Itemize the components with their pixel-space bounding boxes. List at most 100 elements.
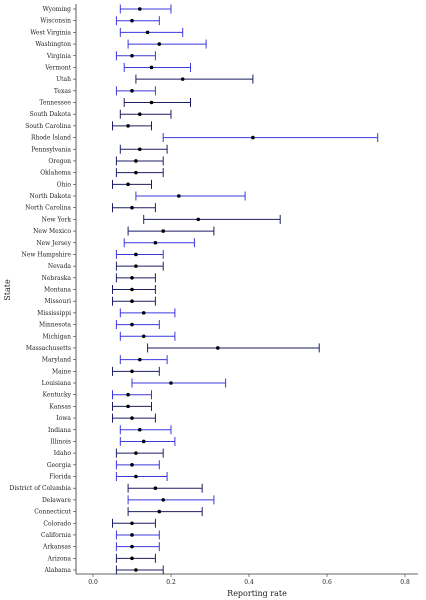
estimate-point <box>145 30 150 35</box>
interval-bar <box>115 553 156 563</box>
estimate-point <box>130 53 134 58</box>
y-tick-label: Massachusetts <box>26 345 71 352</box>
estimate-point <box>141 439 146 444</box>
estimate-point <box>130 521 134 526</box>
y-tick-label: New York <box>42 216 72 223</box>
interval-bar <box>119 355 168 365</box>
y-tick-label: Tennessee <box>39 100 71 107</box>
y-tick-label: Maine <box>52 368 72 375</box>
y-tick-label: Nevada <box>48 263 72 270</box>
y-tick-label: Pennsylvania <box>31 146 71 153</box>
estimate-point <box>138 7 142 11</box>
y-tick-label: Louisiana <box>42 380 72 387</box>
x-tick-label: 0.2 <box>166 579 176 586</box>
y-tick-label: North Dakota <box>29 193 71 200</box>
interval-bar <box>119 425 172 435</box>
y-tick-label: Alabama <box>43 567 71 574</box>
y-tick-label: Missouri <box>45 298 72 305</box>
estimate-point <box>130 369 134 374</box>
interval-bar <box>127 226 215 236</box>
estimate-point <box>130 287 134 292</box>
interval-bar <box>123 98 191 107</box>
estimate-point <box>126 404 130 409</box>
y-tick-label: California <box>41 532 71 539</box>
y-tick-label: South Carolina <box>25 123 71 130</box>
y-tick-label: Connecticut <box>34 509 71 516</box>
interval-bar <box>162 133 379 143</box>
estimate-point <box>134 451 138 455</box>
estimate-point <box>180 77 185 81</box>
y-tick-label: Indiana <box>48 427 71 434</box>
y-tick-label: Wyoming <box>43 6 72 13</box>
y-tick-label: New Jersey <box>36 240 71 247</box>
interval-bar <box>112 121 152 131</box>
estimate-point <box>130 276 134 280</box>
y-tick-label: Arizona <box>47 555 72 562</box>
interval-bar <box>112 401 152 411</box>
y-tick-label: District of Columbia <box>10 485 72 492</box>
interval-bar <box>115 448 164 458</box>
x-axis-title: Reporting rate <box>227 589 287 598</box>
estimate-point <box>161 498 165 502</box>
interval-bar <box>127 495 215 505</box>
interval-bar <box>115 51 156 61</box>
x-tick-label: 0.8 <box>400 579 410 586</box>
estimate-point <box>130 463 134 467</box>
y-tick-label: Texas <box>54 88 71 95</box>
interval-bar <box>119 27 184 37</box>
interval-bar <box>143 214 281 224</box>
interval-bar <box>127 39 207 49</box>
estimate-point <box>126 392 130 397</box>
estimate-point <box>134 170 138 175</box>
interval-bar <box>127 507 203 517</box>
x-axis: 0.0 0.2 0.4 0.6 0.8 <box>76 573 418 586</box>
y-tick-label: South Dakota <box>30 111 72 118</box>
x-tick-label: 0.6 <box>322 579 332 586</box>
y-tick-label: Florida <box>49 474 71 481</box>
y-axis-title: State <box>3 279 12 301</box>
y-tick-label: Montana <box>44 287 71 294</box>
interval-bar <box>112 285 156 294</box>
interval-bar <box>115 86 156 96</box>
y-tick-label: Arkansas <box>42 544 71 551</box>
interval-bar <box>115 472 168 481</box>
estimate-point <box>177 194 181 198</box>
interval-bar <box>119 436 176 446</box>
interval-bar <box>112 203 156 213</box>
y-tick-label: Utah <box>56 76 71 83</box>
y-tick-label: Wisconsin <box>40 18 71 25</box>
estimate-point <box>138 357 142 362</box>
estimate-points <box>126 7 255 572</box>
y-tick-label: Illinois <box>50 438 71 445</box>
y-tick-label: Minnesota <box>39 322 71 329</box>
estimate-point <box>251 135 255 140</box>
interval-bar <box>123 238 195 248</box>
interval-bar <box>112 296 156 306</box>
y-tick-label: Georgia <box>47 462 72 469</box>
interval-bar <box>115 460 160 470</box>
estimate-point <box>138 427 142 432</box>
y-tick-label: Maryland <box>42 357 71 364</box>
interval-bar <box>112 390 152 400</box>
estimate-point <box>138 112 142 116</box>
interval-bar <box>119 109 172 119</box>
estimate-point <box>153 486 158 490</box>
interval-bar <box>115 261 164 271</box>
y-axis: Wyoming Wisconsin West Virginia Washington V… <box>10 4 77 574</box>
estimate-point <box>169 381 173 385</box>
interval-bar <box>115 320 160 330</box>
estimate-point <box>141 334 146 339</box>
interval-bar <box>115 565 164 575</box>
estimate-point <box>130 18 134 23</box>
estimate-point <box>134 252 138 257</box>
y-tick-label: Oklahoma <box>40 170 71 177</box>
y-tick-label: West Virginia <box>30 29 71 36</box>
estimate-point <box>134 568 138 572</box>
y-tick-label: New Mexico <box>33 228 71 235</box>
estimate-point <box>138 147 142 152</box>
y-tick-label: Idaho <box>54 450 72 457</box>
interval-bar <box>127 483 203 493</box>
estimate-point <box>149 100 154 105</box>
y-tick-label: New Hampshire <box>22 251 72 258</box>
